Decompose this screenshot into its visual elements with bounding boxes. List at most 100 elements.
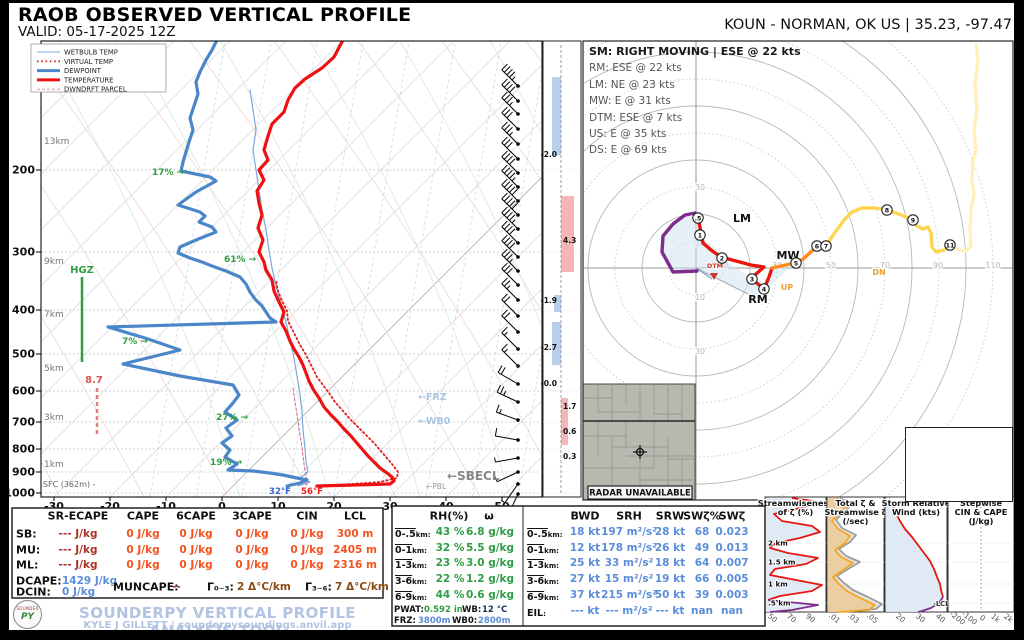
- thermo-col-header: CAPE: [126, 509, 160, 523]
- pressure-tick-label: 500: [12, 348, 35, 361]
- frz-table-label: FRZ:: [394, 615, 416, 626]
- thermo-cell: 0 J/kg: [235, 558, 269, 571]
- height-label: 9km: [44, 257, 64, 267]
- rh-percent-label: 19% →: [210, 458, 243, 468]
- surface-dewpoint-label: 32°F: [269, 487, 291, 497]
- hodo-km-marker: 9: [911, 217, 915, 224]
- wb0-table-label: WB0:: [452, 615, 478, 626]
- shear-cell: 215 m²/s²: [601, 588, 657, 601]
- ring-kt-label: 70: [880, 261, 890, 270]
- mini-panel-tick: .01: [827, 611, 842, 626]
- hodo-km-marker: 1: [698, 232, 702, 239]
- shear-cell: 28 kt: [654, 525, 686, 538]
- page-title: RAOB OBSERVED VERTICAL PROFILE: [18, 4, 412, 26]
- mixing-ratio-value: 3.0 g/kg: [465, 556, 515, 569]
- thermo-cell: 0 J/kg: [179, 527, 213, 540]
- mini-panel-height-label: 2 km: [768, 539, 788, 548]
- hodo-km-marker: 6: [815, 243, 820, 250]
- thermo-col-header: SR-ECAPE: [47, 509, 109, 523]
- mini-panel-tick: 70: [785, 612, 798, 625]
- mini-panel-title: (/sec): [843, 516, 869, 526]
- pressure-tick-label: 900: [12, 466, 35, 479]
- storm-motion-line: RM: ESE @ 22 kts: [589, 62, 682, 75]
- lcl-label: -LCL: [933, 600, 950, 608]
- mini-panel-title: CIN & CAPE: [955, 507, 1008, 517]
- muncape-value: --: [172, 580, 181, 593]
- lapse-marker-label: 8.7: [85, 375, 103, 386]
- range-row-label: 6-9km:: [527, 592, 559, 603]
- shear-cell: 18 kt: [569, 525, 601, 538]
- height-label: 7km: [44, 310, 64, 320]
- thermo-cell: --- J/kg: [58, 558, 98, 571]
- mini-panel-title: (J/kg): [969, 516, 994, 526]
- rh-percent-label: 17% →: [152, 168, 185, 178]
- logo-top-text: SOUNDER: [16, 606, 39, 611]
- thermo-cell: 2405 m: [333, 543, 377, 556]
- shear-cell: 27 kt: [569, 572, 601, 585]
- thermo-col-header: CIN: [296, 509, 318, 523]
- lapse-0-3-value: 2 Δ°C/km: [237, 580, 291, 593]
- omega-value: -2.0: [541, 150, 557, 159]
- hodo-km-marker: 8: [885, 207, 889, 214]
- omega-strip: -2.0 4.3 -1.9 -2.7 -0.0 1.7 0.6 0.3: [541, 40, 582, 498]
- thermo-cell: 0 J/kg: [126, 558, 160, 571]
- valid-time: VALID: 05-17-2025 12Z: [18, 24, 176, 40]
- rh-header: RH(%): [429, 509, 469, 523]
- pressure-tick-label: 300: [12, 246, 35, 259]
- rh-value: 23 %: [435, 556, 465, 569]
- sbecl-label: ←SBECL: [447, 469, 500, 483]
- range-row-label: 0-.5km:: [395, 529, 431, 540]
- frame-right: [1014, 0, 1024, 640]
- mixing-ratio-value: 1.2 g/kg: [465, 572, 515, 585]
- storm-motion-point-label: LM: [733, 212, 751, 225]
- thermo-cell: 0 J/kg: [290, 558, 324, 571]
- shear-col-header: BWD: [570, 509, 600, 523]
- storm-motion-line: DS: E @ 69 kts: [589, 144, 667, 157]
- w-header: ω: [484, 509, 494, 523]
- shear-cell: nan: [690, 604, 714, 617]
- thermo-col-header: 3CAPE: [232, 509, 272, 523]
- radar-unavailable-label: RADAR UNAVAILABLE: [589, 489, 691, 499]
- dewpoint-trace: [106, 41, 309, 488]
- thermo-cell: 0 J/kg: [179, 558, 213, 571]
- hodograph-trace-segment-4: [948, 43, 980, 253]
- rh-percent-label: 27% →: [216, 413, 249, 423]
- hodo-km-marker: 3: [750, 276, 754, 283]
- omega-value: 0.3: [563, 452, 576, 461]
- shear-col-header: SWζ: [718, 509, 746, 523]
- rh-percent-label: 7% →: [122, 337, 148, 347]
- wb-value: 12 °C: [482, 604, 508, 615]
- ring-kt-label: 110: [985, 261, 1000, 270]
- mini-panel-tick: 90: [804, 612, 817, 625]
- lapse-3-6-label: Γ₃₋₆:: [305, 580, 332, 594]
- rh-percent-label: 61% →: [224, 255, 257, 265]
- hodo-km-marker: .5: [695, 215, 702, 222]
- range-row-label: 6-9km:: [395, 592, 427, 603]
- ring-kt-label: 90: [933, 261, 943, 270]
- shear-cell: --- m²/s²: [605, 604, 653, 617]
- mini-panel-title: Streamwiseness: [758, 498, 834, 508]
- range-row-label: EIL:: [527, 608, 546, 619]
- storm-motion-line: LM: NE @ 23 kts: [589, 78, 675, 91]
- range-row-label: 0-1km:: [527, 545, 559, 556]
- mixing-ratio-value: 0.6 g/kg: [465, 588, 515, 601]
- dtm-marker: [710, 273, 718, 280]
- height-label: 13km: [44, 137, 69, 147]
- mini-panel-title: Wind (kts): [892, 507, 940, 517]
- rh-value: 22 %: [435, 572, 465, 585]
- hodo-km-marker: 5: [794, 260, 798, 267]
- shear-cell: 197 m²/s²: [601, 525, 657, 538]
- mini-panel-tick: .05: [865, 611, 880, 626]
- legend-item-label: DWNDRFT PARCEL: [64, 86, 127, 94]
- mixing-ratio-value: 6.8 g/kg: [465, 525, 515, 538]
- wb-label: WB:: [462, 604, 482, 615]
- mini-panel-tick: 1k: [989, 612, 1002, 625]
- shear-cell: 0.003: [715, 588, 749, 601]
- shear-cell: 64: [694, 556, 710, 569]
- pressure-tick-label: 700: [12, 416, 35, 429]
- shear-cell: 37 kt: [569, 588, 601, 601]
- thermo-col-header: 6CAPE: [176, 509, 216, 523]
- mini-panel-height-label: 1.5 km: [768, 558, 796, 567]
